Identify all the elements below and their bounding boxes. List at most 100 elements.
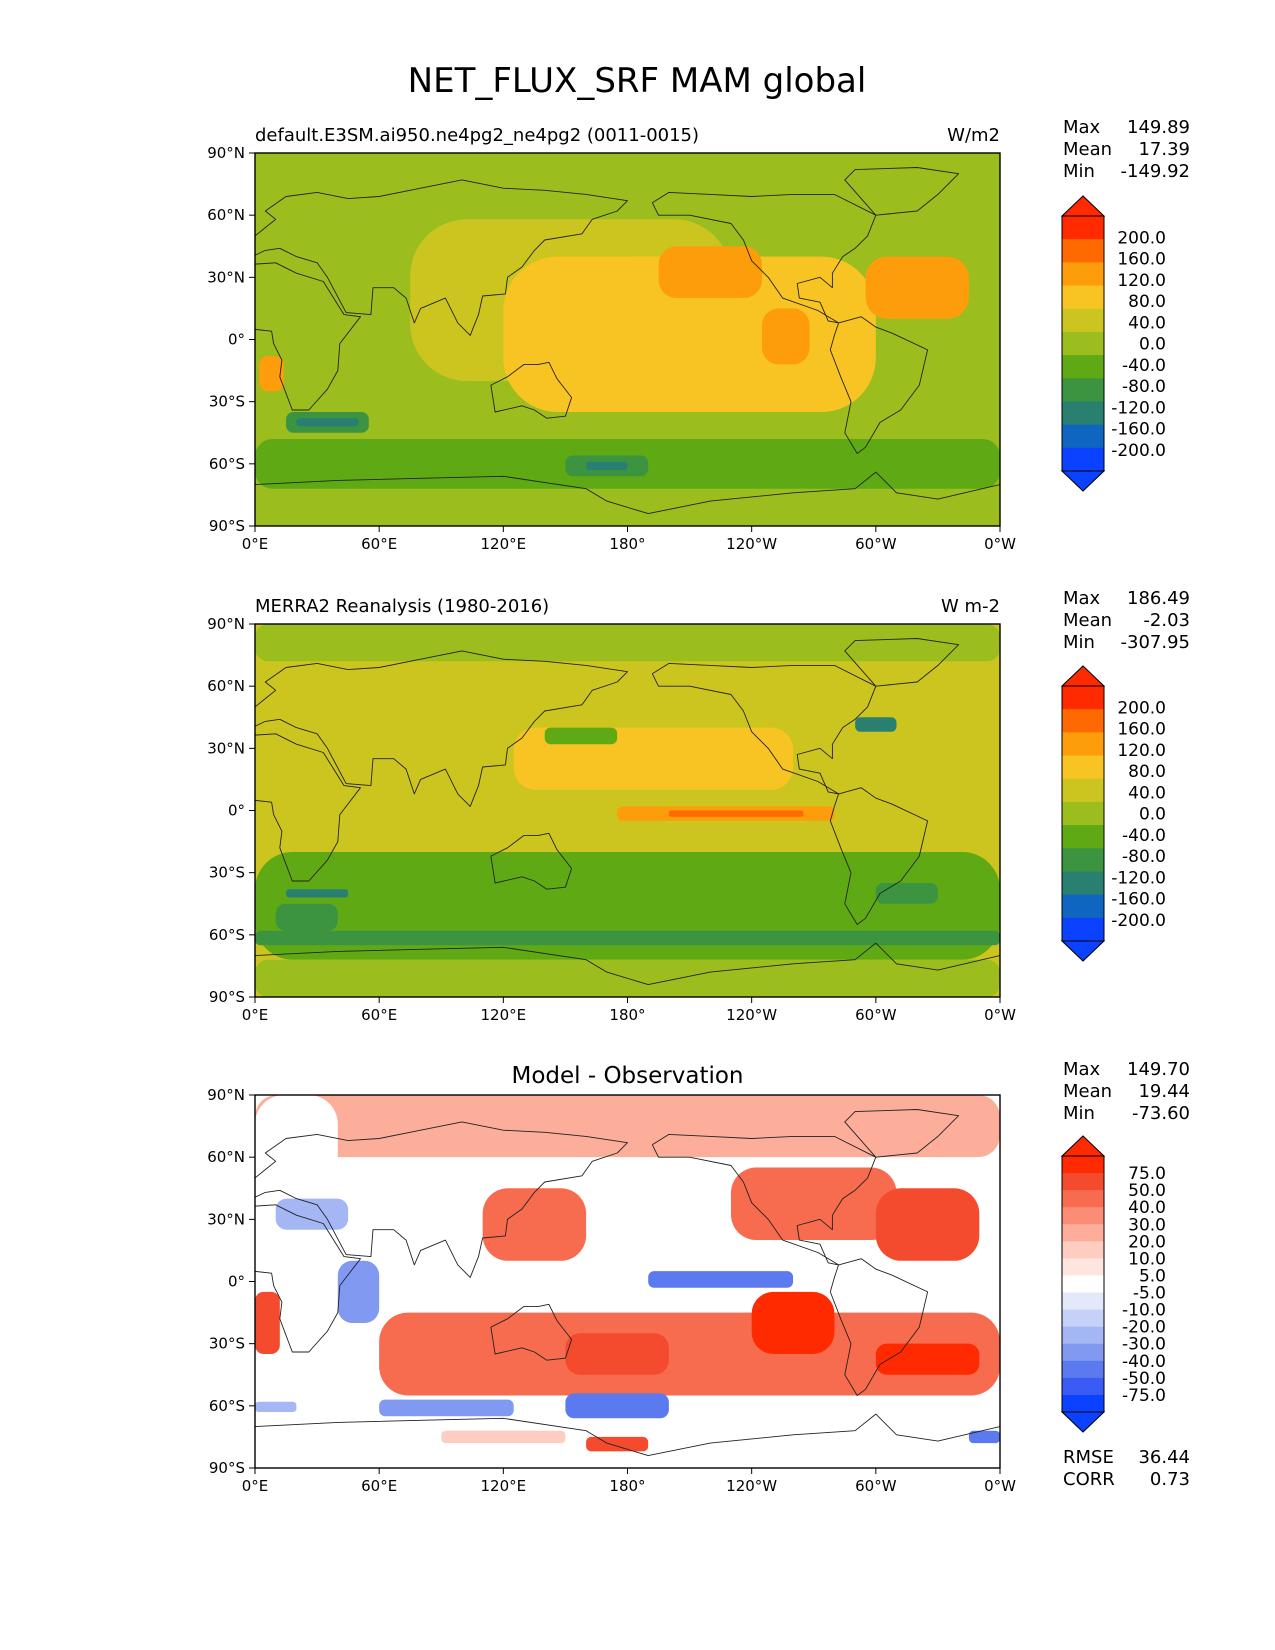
colorbar-tick-label: -40.0	[1122, 356, 1166, 376]
coastline	[844, 167, 960, 216]
field-region	[286, 889, 349, 898]
field-region	[751, 1291, 835, 1355]
colorbar-tick-label: 30.0	[1128, 1215, 1166, 1235]
colorbar-tick-label: 40.0	[1128, 313, 1166, 333]
coastline	[255, 942, 1000, 986]
colorbar-segment	[1062, 1241, 1104, 1259]
colorbar-segment	[1062, 848, 1104, 872]
x-tick-label: 180°	[609, 535, 645, 553]
field-region	[855, 717, 897, 732]
colorbar-tick-label: -160.0	[1111, 420, 1166, 440]
colorbar-tick-label: 160.0	[1117, 720, 1166, 740]
stat-value: 17.39	[1138, 139, 1190, 160]
colorbar-segment	[1062, 1190, 1104, 1208]
colorbar-tick-label: 200.0	[1117, 698, 1166, 718]
y-tick-label: 60°S	[209, 926, 245, 944]
colorbar-tick-label: -30.0	[1122, 1335, 1166, 1355]
stat-label: Min	[1063, 1103, 1095, 1124]
colorbar-segment	[1062, 355, 1104, 379]
stat-value: 186.49	[1127, 588, 1190, 609]
coastline	[651, 662, 877, 795]
field-region	[275, 903, 338, 931]
coastline	[255, 179, 628, 336]
stat-label: Mean	[1063, 139, 1112, 160]
colorbar-tick-label: 50.0	[1128, 1181, 1166, 1201]
y-tick-label: 60°N	[207, 677, 245, 695]
field-region	[968, 1430, 1000, 1444]
y-tick-label: 90°S	[209, 988, 245, 1006]
map-field	[255, 153, 1000, 526]
colorbar-tick-label: -50.0	[1122, 1369, 1166, 1389]
field-region	[648, 1271, 794, 1288]
colorbar-tick-label: -160.0	[1111, 890, 1166, 910]
colorbar-tick-label: 75.0	[1128, 1164, 1166, 1184]
coastline	[255, 1204, 361, 1353]
coastline	[844, 1109, 960, 1158]
y-tick-label: 60°N	[207, 1148, 245, 1166]
colorbar-tick-label: 200.0	[1117, 228, 1166, 248]
colorbar-tick-label: -40.0	[1122, 1352, 1166, 1372]
colorbar-extend-bottom	[1060, 1411, 1106, 1433]
colorbar-segment	[1062, 1275, 1104, 1294]
x-tick-label: 120°E	[481, 535, 527, 553]
colorbar-segment	[1062, 732, 1104, 757]
colorbar-extend-top	[1060, 665, 1106, 687]
y-tick-label: 0°	[228, 1273, 245, 1291]
map-field	[255, 624, 1000, 997]
colorbar-frame	[1061, 685, 1105, 942]
colorbar-segment	[1062, 825, 1104, 849]
field-region	[296, 418, 359, 427]
x-tick-label: 60°W	[855, 1477, 897, 1495]
colorbar-tick-label: 160.0	[1117, 250, 1166, 270]
colorbar-segment	[1062, 447, 1104, 472]
colorbar-segment	[1062, 1207, 1104, 1225]
y-tick-label: 90°S	[209, 517, 245, 535]
field-region	[875, 1343, 980, 1375]
coastline	[490, 361, 573, 419]
field-region	[255, 1095, 1000, 1158]
stat-value: -307.95	[1121, 632, 1190, 653]
field-region	[255, 930, 1000, 946]
coastline	[490, 832, 573, 890]
stat-value: 19.44	[1138, 1081, 1190, 1102]
x-tick-label: 60°E	[361, 1006, 397, 1024]
colorbar-tick-label: 20.0	[1128, 1232, 1166, 1252]
y-tick-label: 60°S	[209, 455, 245, 473]
colorbar-segment	[1062, 424, 1104, 449]
colorbar-segment	[1062, 1258, 1104, 1276]
field-region	[255, 1401, 297, 1413]
field-region	[337, 1260, 380, 1323]
colorbar-segment	[1062, 871, 1104, 896]
colorbar-tick-label: 0.0	[1139, 805, 1166, 825]
x-tick-label: 0°E	[242, 535, 269, 553]
colorbar-segment	[1062, 1309, 1104, 1328]
stat-value: -2.03	[1143, 610, 1190, 631]
coastline	[255, 1413, 1000, 1457]
stat-value: 149.89	[1127, 117, 1190, 138]
colorbar-segment	[1062, 216, 1104, 240]
field-region	[482, 1188, 587, 1261]
map-panel-3: 0°E 60°E 120°E 180° 120°W 60°W 0°W 90°N 60°N 30°N…	[207, 1059, 1190, 1495]
colorbar-tick-label: 5.0	[1139, 1266, 1166, 1286]
colorbar-segment	[1062, 709, 1104, 733]
x-tick-label: 180°	[609, 1006, 645, 1024]
colorbar-extend-top	[1060, 1135, 1106, 1157]
x-tick-label: 120°W	[726, 1477, 777, 1495]
colorbar: 75.050.040.030.020.010.05.0-5.0-10.0-20.…	[1060, 1135, 1166, 1433]
colorbar-tick-label: -80.0	[1122, 847, 1166, 867]
stat-label: Min	[1063, 632, 1095, 653]
field-region	[255, 1291, 280, 1355]
coastline	[255, 650, 628, 807]
colorbar-tick-label: 40.0	[1128, 783, 1166, 803]
y-tick-label: 90°N	[207, 1086, 245, 1104]
coastline	[844, 638, 960, 687]
field-region	[441, 1430, 566, 1444]
colorbar-extend-bottom	[1060, 940, 1106, 962]
y-tick-label: 60°S	[209, 1397, 245, 1415]
coastline	[490, 1303, 573, 1361]
colorbar-extend-top	[1060, 195, 1106, 217]
colorbar-segment	[1062, 1156, 1104, 1174]
colorbar-segment	[1062, 1173, 1104, 1191]
colorbar-segment	[1062, 378, 1104, 402]
field-region	[586, 1436, 649, 1452]
